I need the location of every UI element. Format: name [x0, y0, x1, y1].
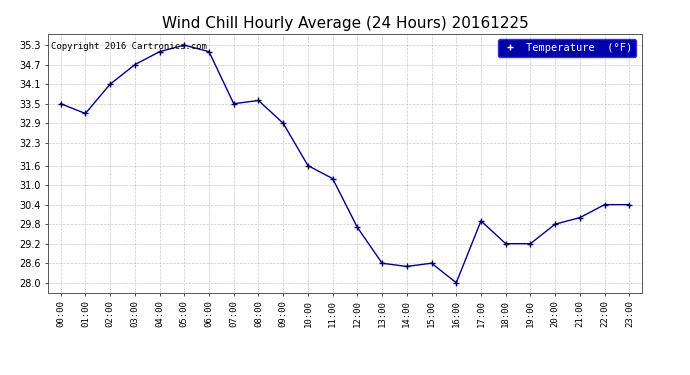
Legend: Temperature  (°F): Temperature (°F)	[498, 39, 636, 57]
Title: Wind Chill Hourly Average (24 Hours) 20161225: Wind Chill Hourly Average (24 Hours) 201…	[161, 16, 529, 31]
Text: Copyright 2016 Cartronics.com: Copyright 2016 Cartronics.com	[51, 42, 207, 51]
